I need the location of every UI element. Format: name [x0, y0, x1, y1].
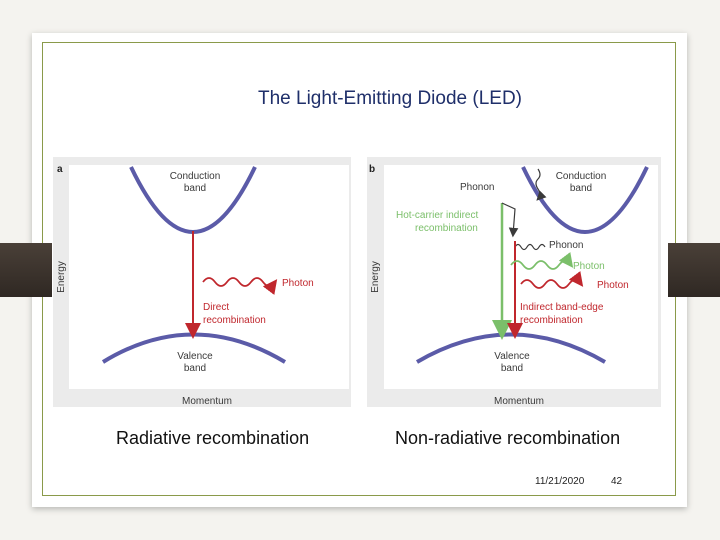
- panel-a-letter: a: [57, 164, 63, 175]
- panel-b: b Conduction band Phonon Hot-carrier ind…: [367, 157, 661, 407]
- panel-b-phonon-top-wave: [535, 168, 547, 201]
- panel-b-phonon-top-label: Phonon: [460, 182, 494, 193]
- panel-b-hot-carrier-label-2: recombination: [415, 223, 478, 234]
- panel-b-conduction-label-2: band: [570, 183, 592, 194]
- panel-b-phonon-cascade: [501, 202, 519, 238]
- panel-a-conduction-label-1: Conduction: [170, 171, 221, 182]
- right-edge-tab: [668, 243, 720, 297]
- panel-b-photon-red-wave: [520, 271, 584, 289]
- panel-b-photon-green-wave: [510, 252, 574, 270]
- caption-non-radiative: Non-radiative recombination: [395, 428, 621, 448]
- panel-a-valence-label-1: Valence: [177, 351, 213, 362]
- panel-a-x-axis-label: Momentum: [182, 396, 232, 407]
- panel-b-photon-green-label: Photon: [573, 261, 605, 272]
- panel-a-valence-label-2: band: [184, 363, 206, 374]
- panel-b-y-axis-label: Energy: [370, 261, 381, 293]
- panel-b-letter: b: [369, 164, 375, 175]
- recombination-diagram: a Conduction band Photon Direct recombin…: [53, 157, 661, 407]
- panel-b-conduction-label-1: Conduction: [556, 171, 607, 182]
- panel-b-plot-area: [384, 165, 658, 389]
- panel-a-direct-label-1: Direct: [203, 302, 229, 313]
- panel-b-band-edge-label-1: Indirect band-edge: [520, 302, 604, 313]
- panel-b-phonon-mid-label: Phonon: [549, 240, 583, 251]
- panel-a-conduction-label-2: band: [184, 183, 206, 194]
- panel-a-photon-wave: [202, 277, 278, 295]
- panel-a-direct-label-2: recombination: [203, 315, 266, 326]
- panel-a: a Conduction band Photon Direct recombin…: [53, 157, 351, 407]
- panel-a-plot-area: [69, 165, 349, 389]
- panel-b-band-edge-label-2: recombination: [520, 315, 583, 326]
- panel-b-valence-label-1: Valence: [494, 351, 530, 362]
- panel-a-y-axis-label: Energy: [56, 261, 67, 293]
- panel-b-hot-carrier-label-1: Hot-carrier indirect: [396, 210, 478, 221]
- slide-title: The Light-Emitting Diode (LED): [258, 88, 522, 109]
- panel-b-phonon-mid-wave: [514, 243, 546, 251]
- panel-a-photon-label: Photon: [282, 278, 314, 289]
- slide-page-number: 42: [611, 476, 623, 487]
- caption-radiative: Radiative recombination: [116, 428, 310, 448]
- left-edge-tab: [0, 243, 52, 297]
- slide-date: 11/21/2020: [535, 476, 585, 487]
- panel-b-photon-red-label: Photon: [597, 280, 629, 291]
- panel-b-x-axis-label: Momentum: [494, 396, 544, 407]
- panel-b-valence-label-2: band: [501, 363, 523, 374]
